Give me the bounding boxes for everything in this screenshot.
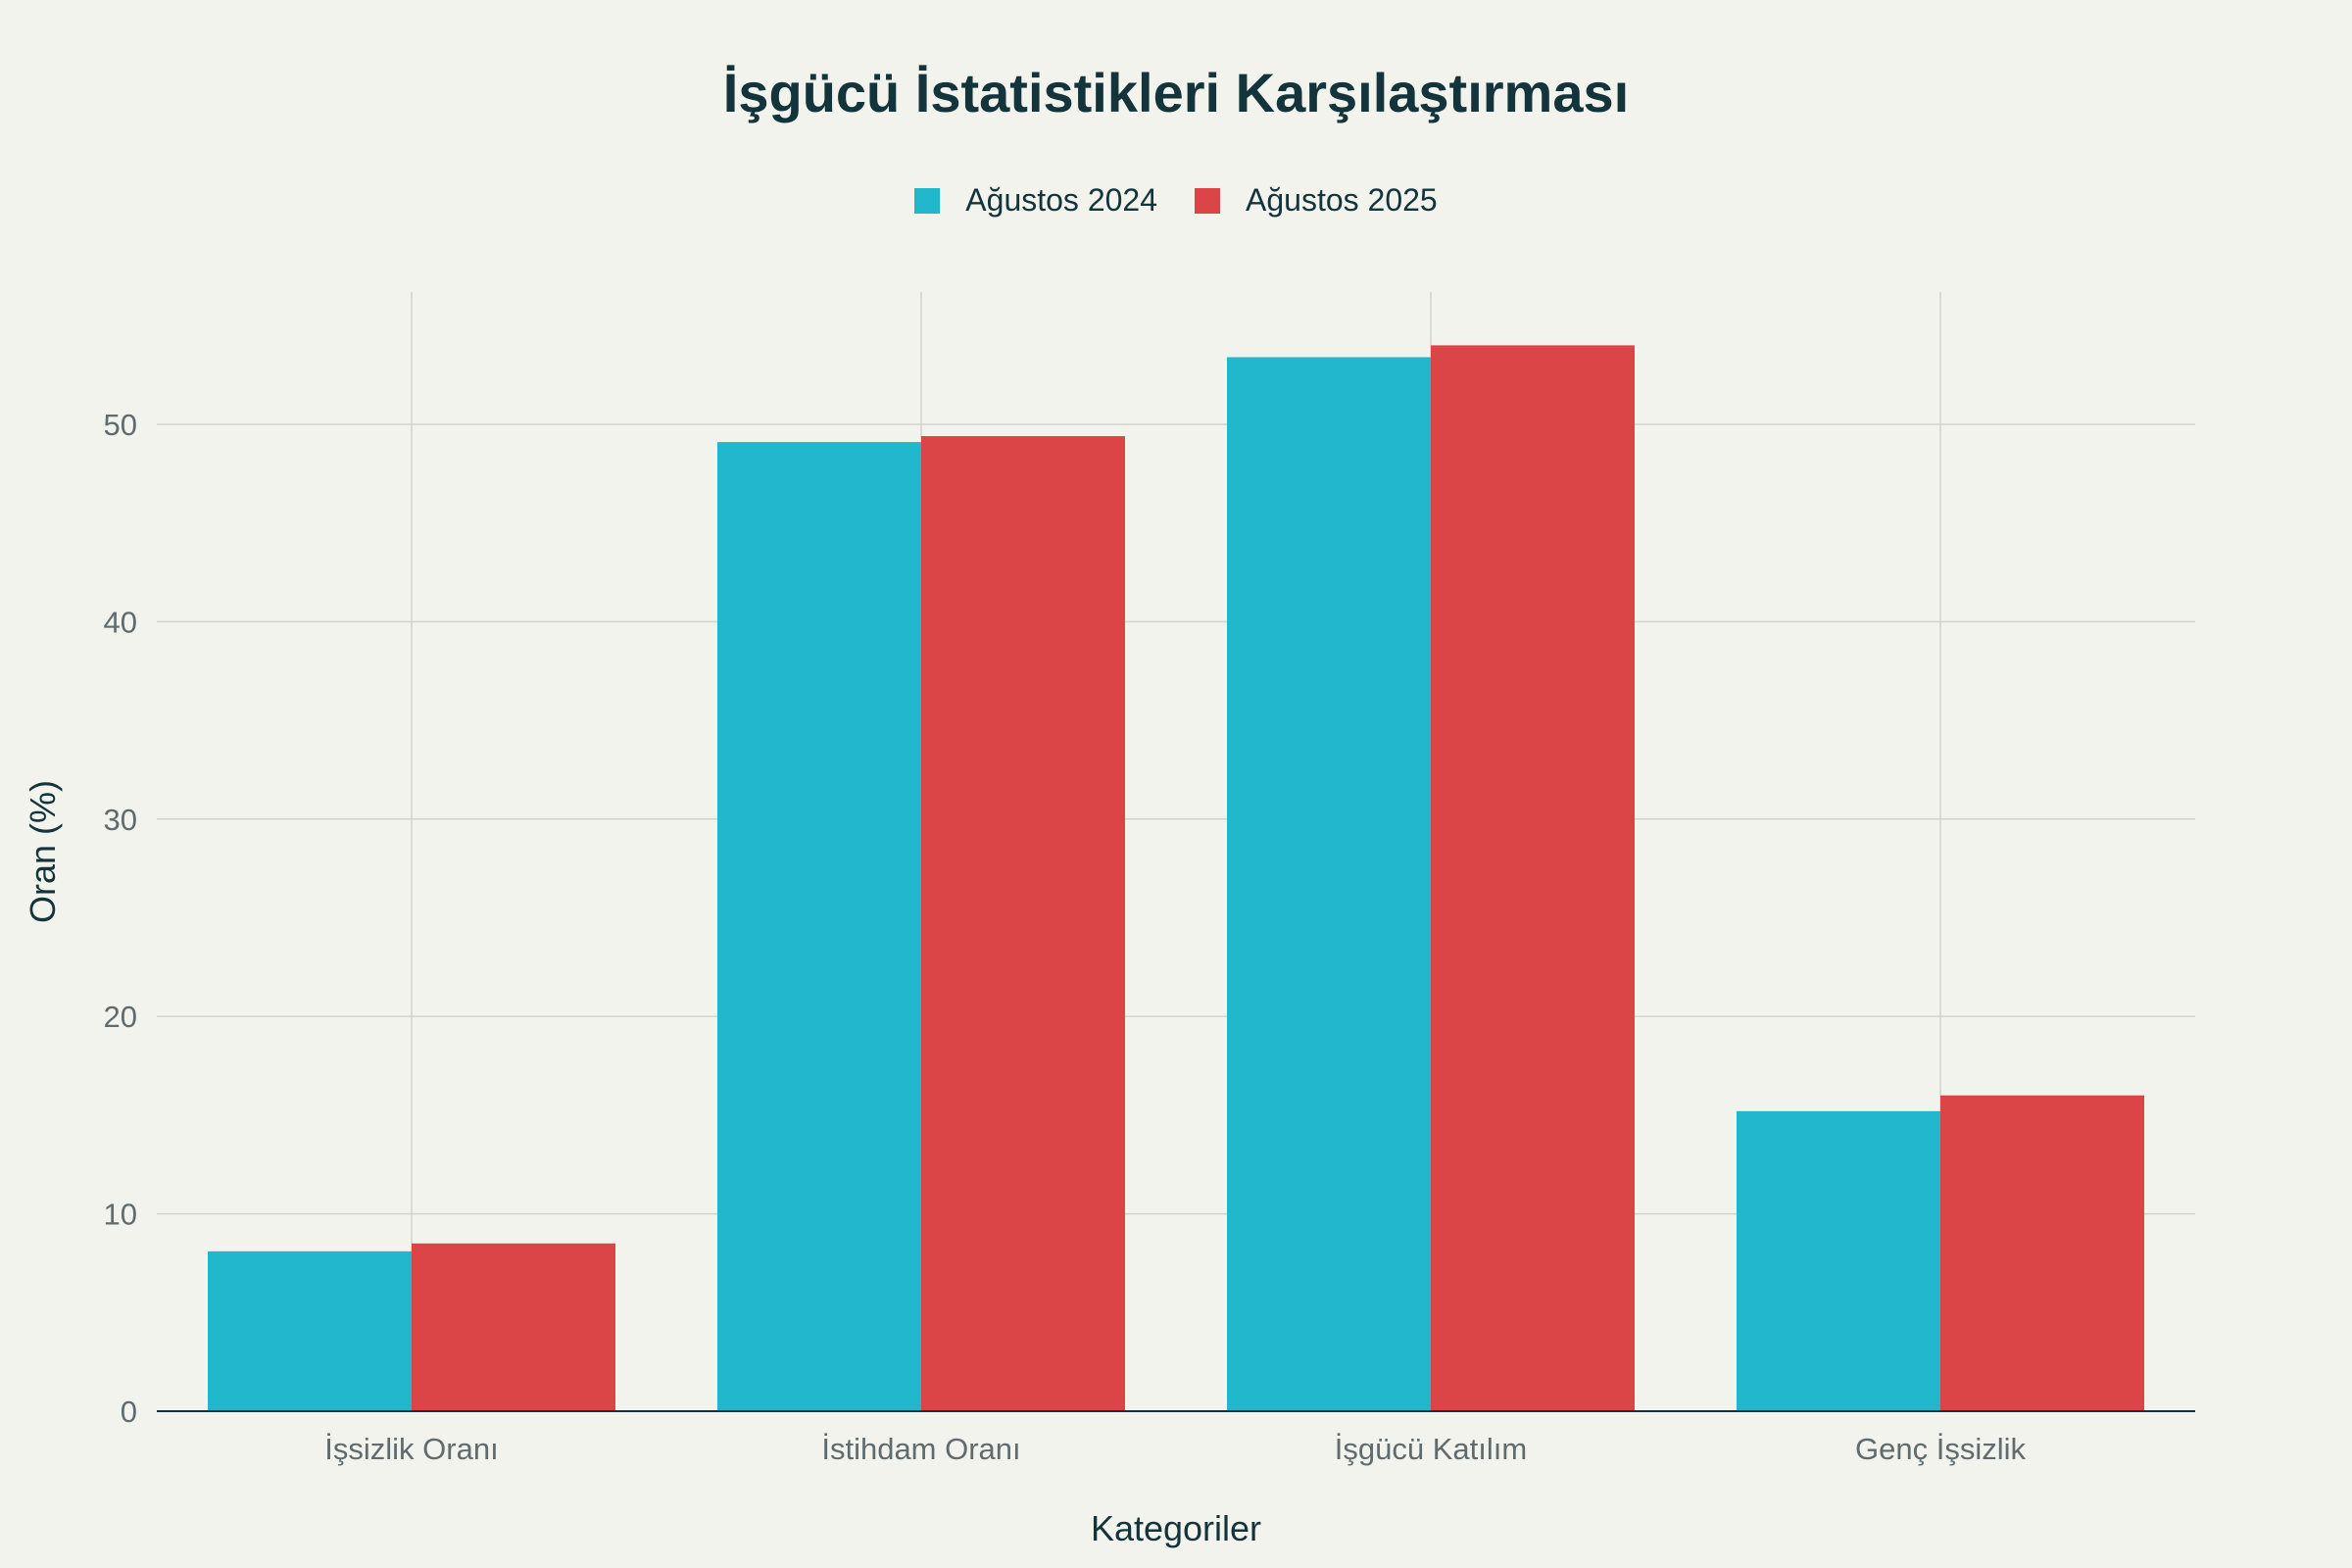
bar-series-1-category-2[interactable] xyxy=(717,442,921,1412)
bar-series-2-category-4[interactable] xyxy=(1940,1095,2144,1411)
bar-series-1-category-1[interactable] xyxy=(208,1250,412,1411)
legend-label-series-1: Ağustos 2024 xyxy=(965,182,1157,218)
x-tick-label-3: İşgücü Katılım xyxy=(1335,1432,1527,1466)
bar-series-1-category-3[interactable] xyxy=(1227,357,1431,1412)
y-tick-label-40: 40 xyxy=(104,605,137,639)
legend-label-series-2: Ağustos 2025 xyxy=(1246,182,1438,218)
y-tick-label-10: 10 xyxy=(104,1198,137,1232)
x-axis-title: Kategoriler xyxy=(1091,1508,1261,1548)
legend-item-series-1[interactable]: Ağustos 2024 xyxy=(914,182,1157,219)
y-tick-label-30: 30 xyxy=(104,803,137,837)
y-tick-label-20: 20 xyxy=(104,1000,137,1034)
x-tick-label-4: Genç İşsizlik xyxy=(1855,1432,2026,1466)
x-tick-label-2: İstihdam Oranı xyxy=(821,1432,1020,1466)
y-axis-title: Oran (%) xyxy=(23,780,63,923)
legend-swatch-series-2 xyxy=(1195,187,1220,214)
bar-series-2-category-1[interactable] xyxy=(412,1243,615,1411)
legend-item-series-2[interactable]: Ağustos 2025 xyxy=(1195,182,1438,219)
y-tick-label-50: 50 xyxy=(104,408,137,442)
legend-swatch-series-1 xyxy=(914,187,941,214)
chart-title: İşgücü İstatistikleri Karşılaştırması xyxy=(722,62,1630,123)
y-tick-label-0: 0 xyxy=(121,1395,137,1429)
bar-series-2-category-3[interactable] xyxy=(1431,345,1635,1411)
bar-series-2-category-2[interactable] xyxy=(921,436,1125,1411)
x-tick-label-1: İşsizlik Oranı xyxy=(324,1432,498,1466)
bar-series-1-category-4[interactable] xyxy=(1737,1110,1940,1411)
legend: Ağustos 2024 Ağustos 2025 xyxy=(0,182,2352,219)
